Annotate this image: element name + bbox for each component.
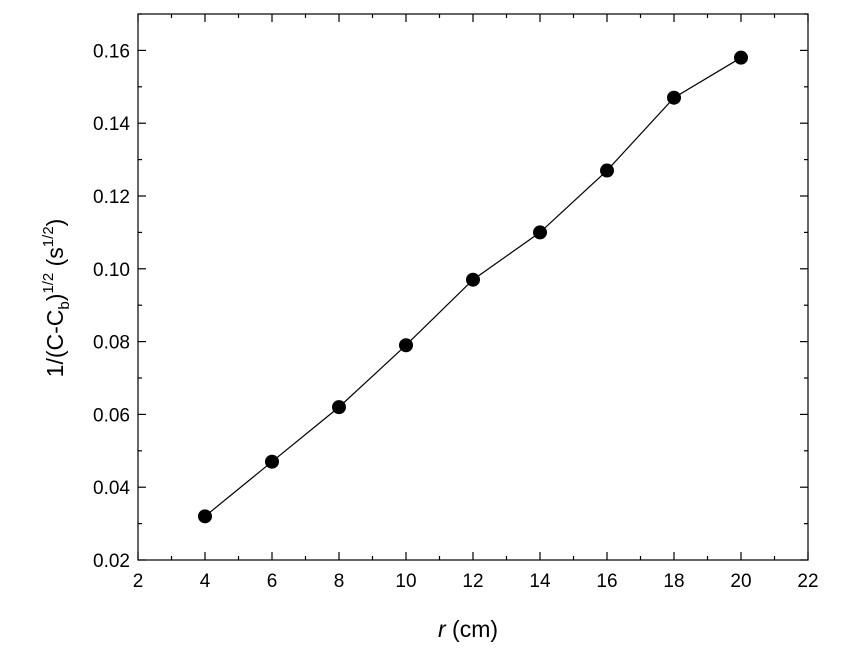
- x-tick-label: 20: [730, 571, 751, 592]
- y-tick-label: 0.10: [93, 260, 130, 281]
- x-tick-label: 4: [200, 571, 211, 592]
- plot-area: 2 4 6 8 10 12 14 16 18 20 22 0.020.040.060.080.100…: [93, 13, 819, 592]
- y-axis-title-part3: (s: [42, 247, 68, 273]
- y-tick-label: 0.02: [93, 551, 130, 572]
- data-point: [399, 338, 413, 353]
- data-point: [198, 509, 212, 524]
- x-tick-label: 18: [663, 571, 684, 592]
- data-point: [533, 225, 547, 240]
- y-tick-label: 0.12: [93, 187, 130, 208]
- x-axis-ticks: [137, 14, 809, 560]
- data-point: [600, 163, 614, 178]
- x-axis-title: r (cm): [438, 616, 498, 642]
- data-point: [667, 90, 681, 105]
- y-axis-title-part4: ): [42, 219, 68, 227]
- y-tick-label: 0.16: [93, 41, 130, 62]
- y-axis-title-unit-exponent: 1/2: [40, 226, 57, 247]
- y-tick-label: 0.04: [93, 478, 130, 499]
- y-axis-ticks: [138, 13, 808, 561]
- y-axis-title-subscript: b: [56, 301, 73, 309]
- x-axis-title-unit: (cm): [446, 616, 498, 642]
- y-tick-label: 0.06: [93, 405, 130, 426]
- series-points: [198, 50, 748, 524]
- x-tick-label: 2: [133, 571, 144, 592]
- x-tick-label: 16: [596, 571, 617, 592]
- x-tick-label: 8: [334, 571, 345, 592]
- x-tick-label: 14: [529, 571, 551, 592]
- x-axis-title-var: r: [438, 616, 447, 642]
- data-point: [332, 400, 346, 415]
- y-axis-tick-labels: 0.02 0.04 0.06 0.08 0.10 0.12 0.14 0.16: [93, 41, 130, 572]
- data-point: [265, 454, 279, 469]
- y-axis-title-part1: 1/(C-C: [42, 310, 68, 378]
- x-tick-label: 22: [797, 571, 818, 592]
- y-axis-title: 1/(C-Cb)1/2 (s1/2): [40, 219, 73, 378]
- data-point: [734, 50, 748, 65]
- x-tick-label: 10: [395, 571, 416, 592]
- y-tick-label: 0.08: [93, 333, 130, 354]
- x-axis-tick-labels: 2 4 6 8 10 12 14 16 18 20 22: [133, 571, 819, 592]
- y-axis-title-part2: ): [42, 294, 68, 302]
- x-tick-label: 6: [267, 571, 278, 592]
- y-tick-label: 0.14: [93, 114, 130, 135]
- y-axis-title-exponent: 1/2: [40, 273, 57, 294]
- data-point: [466, 272, 480, 287]
- x-tick-label: 12: [462, 571, 483, 592]
